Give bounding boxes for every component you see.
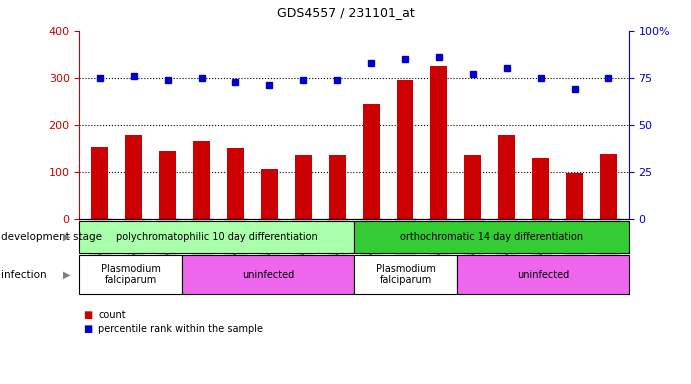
Text: ▶: ▶: [64, 232, 70, 242]
Text: percentile rank within the sample: percentile rank within the sample: [98, 324, 263, 334]
Text: orthochromatic 14 day differentiation: orthochromatic 14 day differentiation: [400, 232, 583, 242]
Bar: [464, 156, 482, 219]
Text: ▶: ▶: [64, 270, 70, 280]
Bar: [329, 156, 346, 219]
Bar: [566, 173, 583, 219]
Text: infection: infection: [1, 270, 46, 280]
Bar: [397, 80, 413, 219]
Bar: [363, 104, 379, 219]
Bar: [498, 135, 515, 219]
Bar: [193, 141, 210, 219]
Text: uninfected: uninfected: [517, 270, 569, 280]
Bar: [91, 147, 108, 219]
Bar: [600, 154, 617, 219]
Text: polychromatophilic 10 day differentiation: polychromatophilic 10 day differentiatio…: [116, 232, 318, 242]
Bar: [532, 158, 549, 219]
Text: uninfected: uninfected: [242, 270, 294, 280]
Text: Plasmodium
falciparum: Plasmodium falciparum: [101, 264, 161, 285]
Bar: [227, 148, 244, 219]
Text: ■: ■: [83, 310, 92, 320]
Bar: [125, 135, 142, 219]
Text: ■: ■: [83, 324, 92, 334]
Text: GDS4557 / 231101_at: GDS4557 / 231101_at: [276, 6, 415, 19]
Bar: [295, 156, 312, 219]
Bar: [430, 66, 447, 219]
Text: count: count: [98, 310, 126, 320]
Text: development stage: development stage: [1, 232, 102, 242]
Bar: [261, 169, 278, 219]
Text: Plasmodium
falciparum: Plasmodium falciparum: [376, 264, 435, 285]
Bar: [159, 151, 176, 219]
